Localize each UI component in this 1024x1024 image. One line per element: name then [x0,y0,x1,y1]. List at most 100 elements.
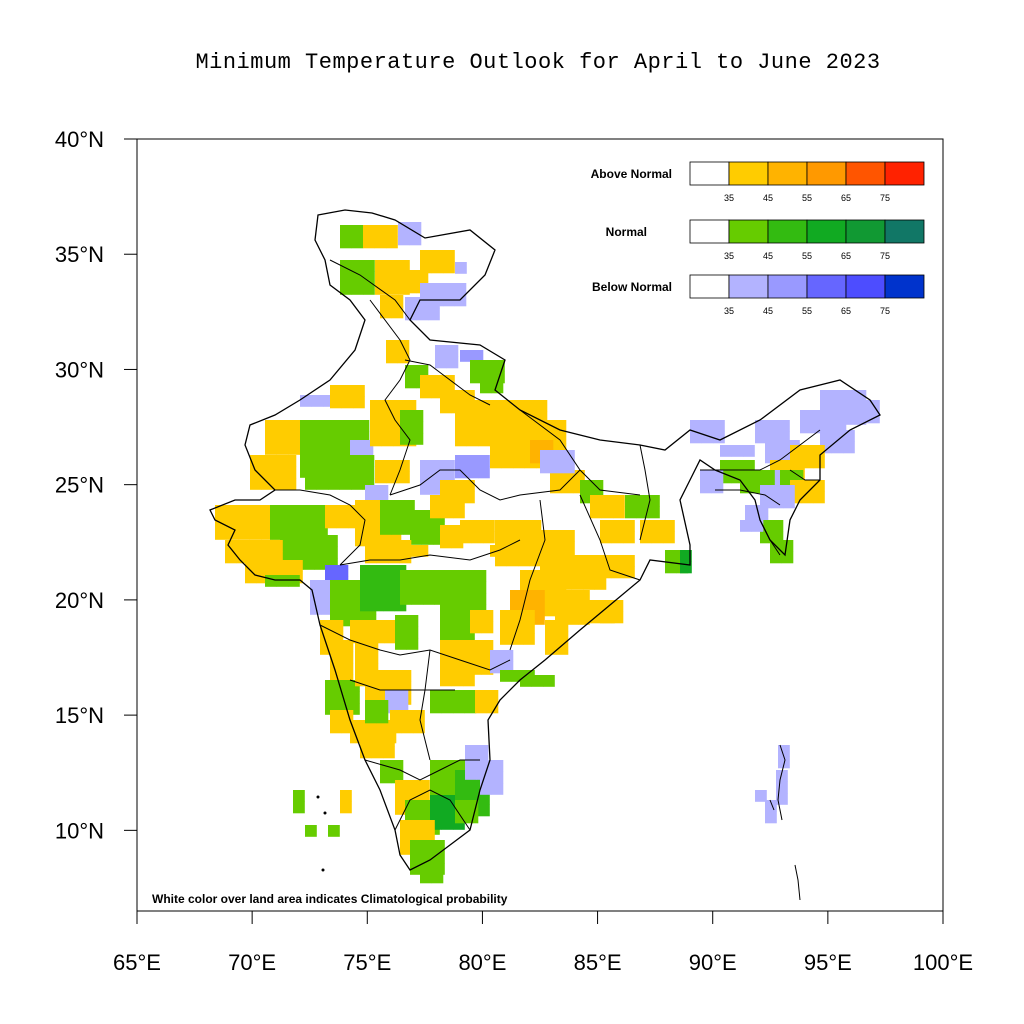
probability-cell [421,533,434,545]
probability-cell [529,543,542,555]
probability-cell [396,690,409,702]
legend-swatch [806,274,847,299]
probability-cell [843,390,855,402]
probability-cell [495,520,507,532]
legend-swatch [728,161,769,186]
probability-cell [421,521,434,534]
probability-cell [431,386,444,399]
probability-cell [380,500,392,512]
probability-cell [316,466,329,479]
probability-cell [540,553,552,565]
probability-cell [265,443,277,455]
probability-cell [529,531,542,544]
probability-cell [316,528,328,540]
probability-cell [361,720,374,732]
probability-cell [350,720,362,732]
probability-cell [411,820,424,832]
probability-cell [470,360,482,372]
probability-cell [300,431,312,444]
probability-cell [751,470,764,482]
probability-cell [341,385,354,397]
probability-cell [563,450,575,462]
probability-cell [355,511,367,524]
probability-cell [366,651,379,664]
probability-cell [455,781,467,794]
probability-cell [281,528,294,540]
probability-cell [391,523,404,535]
probability-cell [765,800,777,812]
probability-cell [556,631,569,644]
probability-cell [399,551,412,564]
probability-cell [418,791,430,804]
legend-swatch [806,161,847,186]
probability-cell [276,443,289,455]
probability-cell [416,545,429,557]
probability-cell [500,621,512,634]
probability-cell [261,478,274,490]
probability-cell [362,478,375,490]
probability-cell [300,395,312,407]
probability-cell [279,560,292,572]
probability-cell [314,558,327,570]
probability-cell [451,663,464,675]
probability-cell [466,455,479,467]
probability-cell [506,531,519,544]
probability-cell [466,466,479,479]
probability-cell [481,640,494,652]
probability-cell [373,631,385,644]
probability-cell [550,470,562,482]
probability-cell [350,631,362,644]
probability-cell [463,663,475,675]
probability-cell [511,633,524,645]
probability-cell [400,843,412,855]
probability-cell [465,745,477,757]
legend-swatch [728,274,769,299]
probability-cell [363,225,375,237]
probability-cell [351,225,364,237]
probability-cell [405,281,417,294]
probability-cell [380,306,392,319]
probability-cell [423,820,435,832]
probability-cell [375,271,387,284]
probability-cell [701,431,714,444]
probability-cell [371,599,384,612]
probability-cell [401,721,414,734]
probability-cell [400,581,412,594]
probability-cell [433,533,445,545]
probability-cell [323,395,335,407]
legend-tick-label: 55 [802,193,812,203]
probability-cell [420,471,432,484]
probability-cell [384,620,397,632]
probability-cell [770,551,782,564]
probability-cell [406,638,419,650]
probability-cell [443,283,455,295]
probability-cell [845,400,857,412]
probability-cell [474,593,487,605]
probability-cell [300,420,312,432]
probability-cell [680,561,692,574]
probability-cell [489,400,502,412]
probability-cell [273,478,285,490]
probability-cell [453,701,465,714]
probability-cell [441,806,454,819]
probability-cell [265,575,277,587]
probability-cell [304,505,317,517]
probability-cell [771,470,784,482]
probability-cell [571,566,584,579]
legend-swatch [767,274,808,299]
probability-cell [470,621,482,634]
probability-cell [751,520,764,532]
probability-cell [351,271,364,284]
probability-cell [791,470,804,482]
probability-cell [480,783,492,795]
probability-cell [363,260,375,272]
probability-cell [406,615,419,627]
legend-category-label: Above Normal [591,167,672,181]
probability-cell [381,411,394,424]
probability-cell [355,523,367,535]
probability-cell [490,650,502,662]
probability-cell [470,640,482,652]
probability-cell [331,631,344,644]
probability-cell [441,771,454,784]
probability-cell [346,420,358,432]
